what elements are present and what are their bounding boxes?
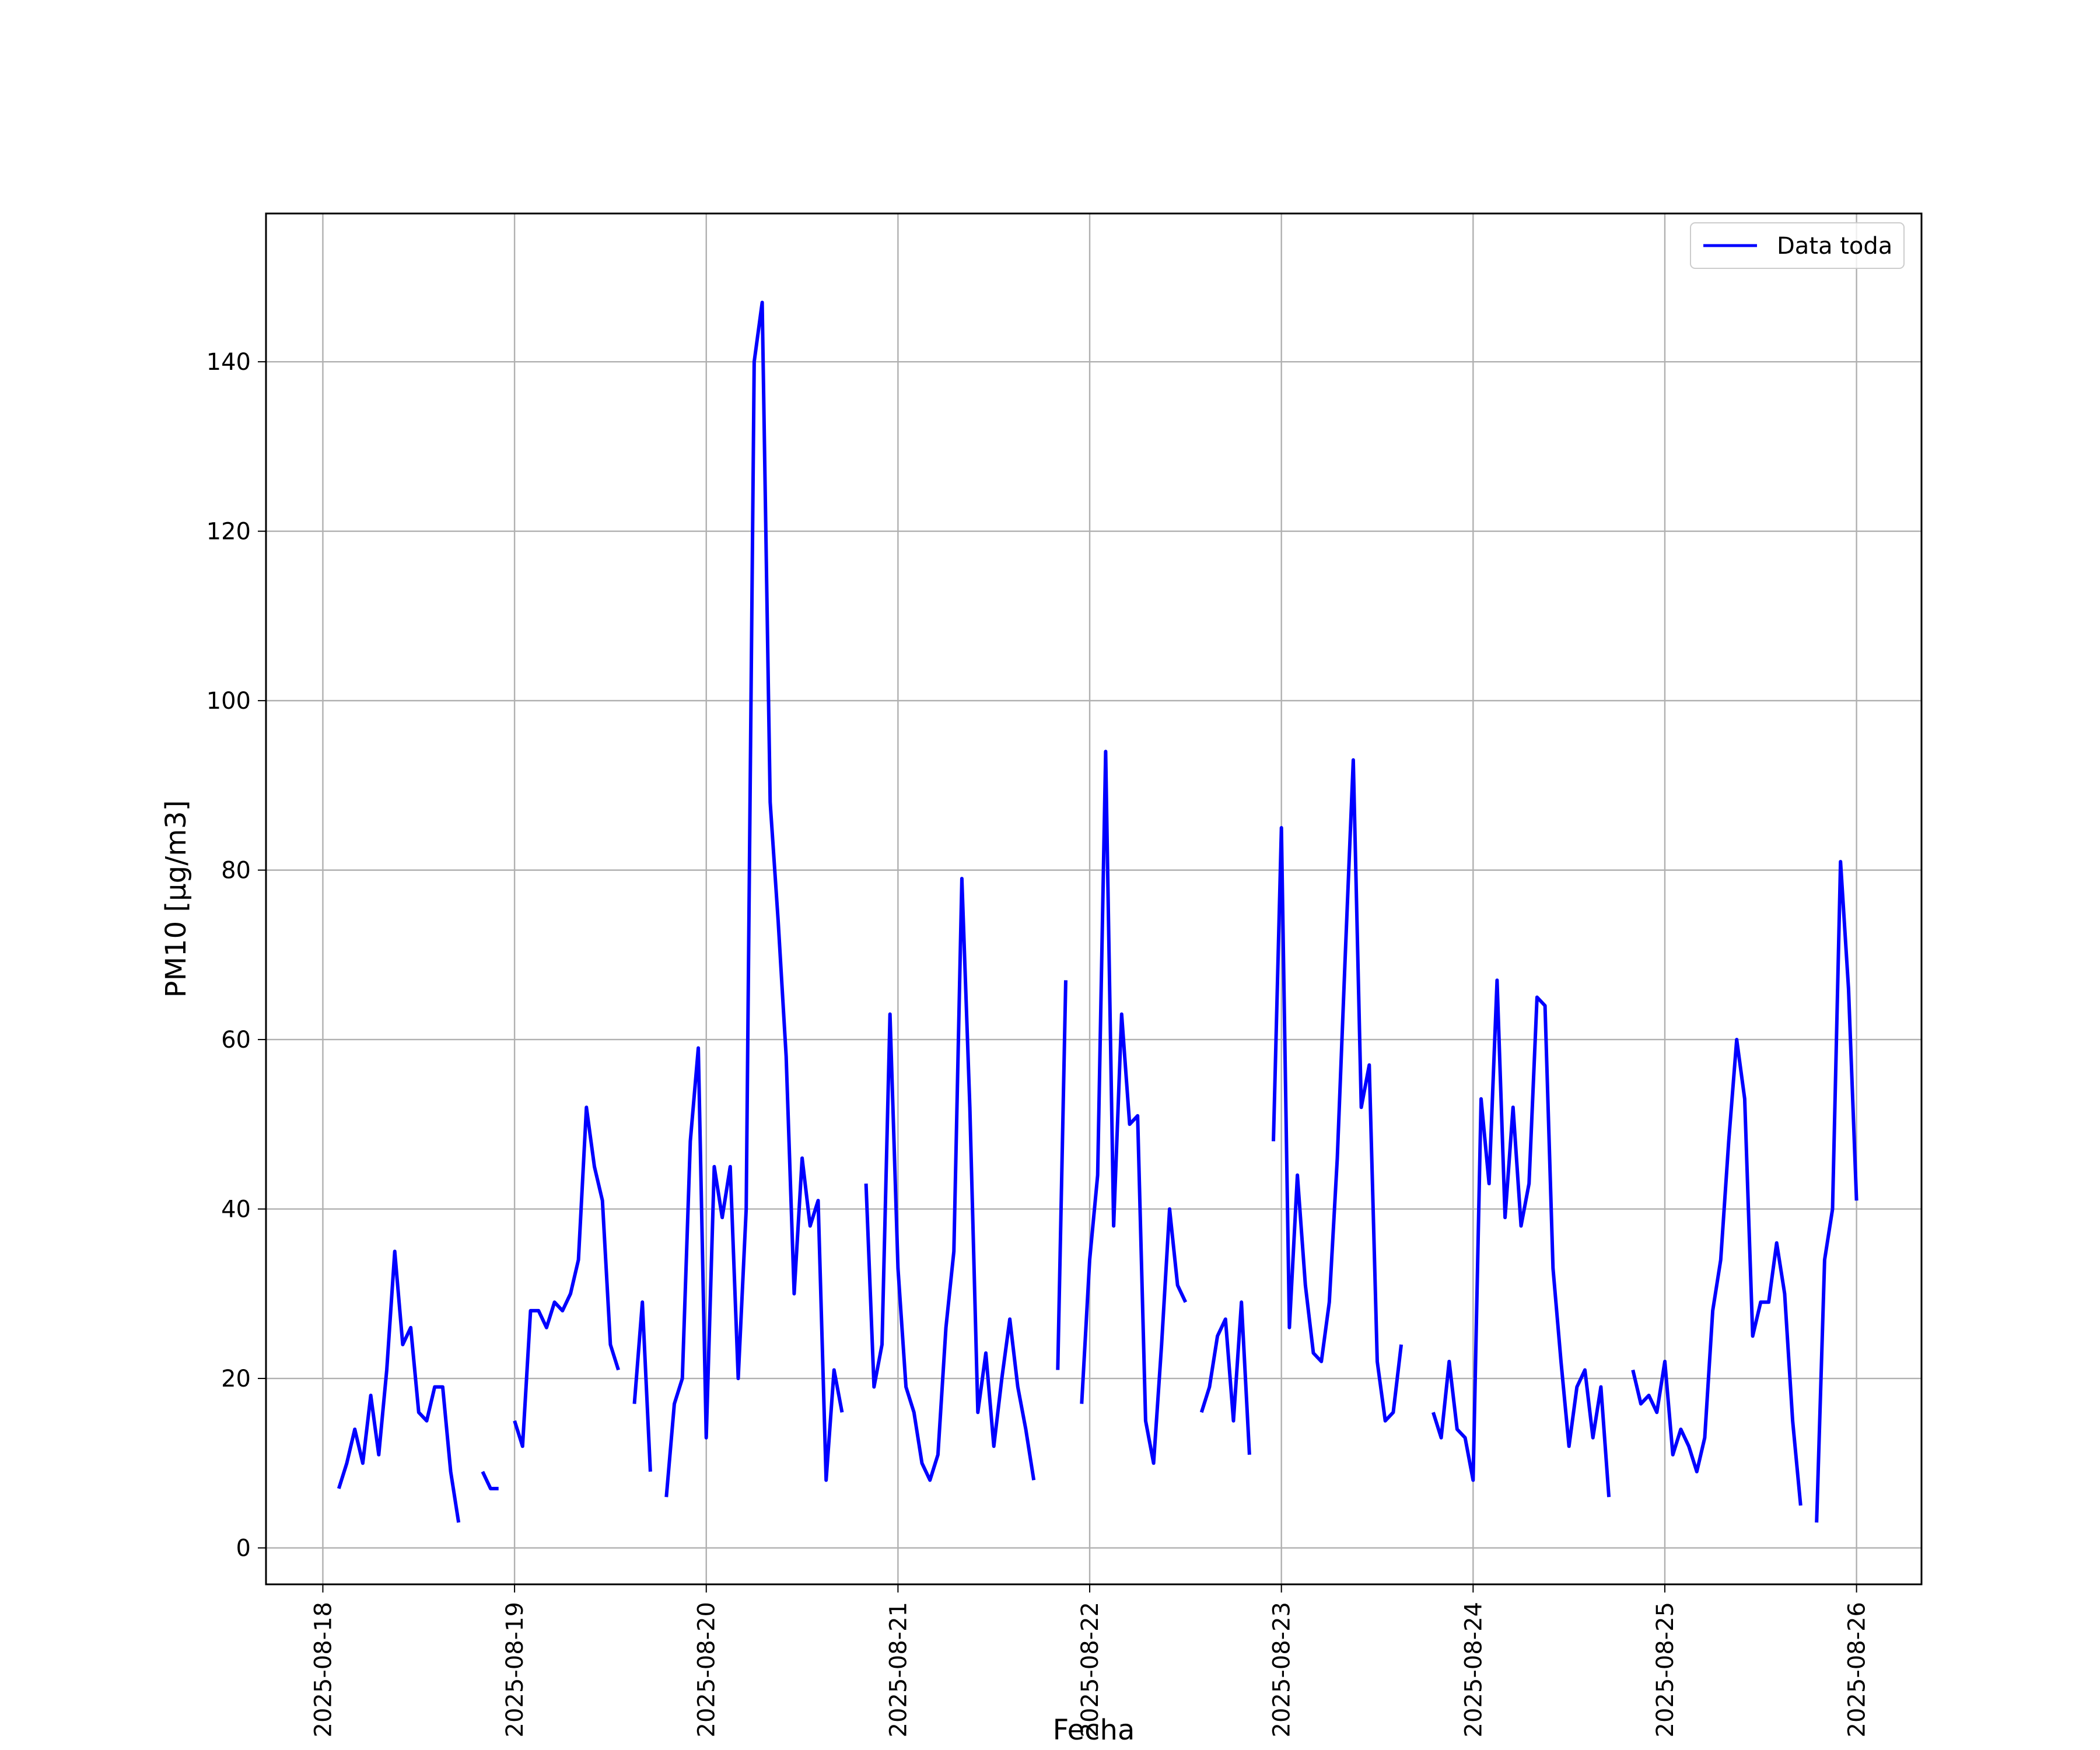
series-line-segment [1080, 750, 1188, 1465]
x-tick-label: 2025-08-26 [1844, 1602, 1871, 1737]
x-tick-label: 2025-08-18 [310, 1602, 337, 1737]
x-axis: 2025-08-18 2025-08-19 2025-08-20 2025-08-21… [310, 1584, 1871, 1737]
series-line-segment [513, 1105, 620, 1448]
x-tick-label: 2025-08-19 [502, 1602, 528, 1737]
x-tick-label: 2025-08-24 [1460, 1602, 1487, 1737]
y-tick-label: 120 [206, 519, 251, 545]
series-line-segment [1815, 860, 1859, 1523]
y-tick-label: 20 [221, 1366, 251, 1392]
series-line-segment [1631, 1038, 1803, 1506]
plot-frame [265, 212, 1923, 1586]
series-line-segment [1199, 1300, 1251, 1455]
series-line-segment [1056, 980, 1068, 1370]
series-line-segment [481, 1471, 499, 1490]
x-tick-label: 2025-08-25 [1652, 1602, 1679, 1737]
x-tick-label: 2025-08-20 [694, 1602, 720, 1737]
y-tick-label: 80 [221, 858, 251, 884]
y-tick-label: 60 [221, 1027, 251, 1054]
legend-label: Data toda [1777, 233, 1892, 260]
grid [266, 214, 1922, 1584]
series-line-segment [337, 1250, 461, 1523]
x-tick-label: 2025-08-22 [1077, 1602, 1104, 1737]
y-tick-label: 100 [206, 688, 251, 715]
x-axis-title: Fecha [1053, 1714, 1135, 1746]
series-layer [337, 300, 1859, 1523]
y-axis: 0 20 40 60 80 100 120 140 [206, 349, 266, 1562]
series-line-segment [632, 1300, 652, 1472]
series-line-segment [864, 877, 1036, 1482]
y-tick-label: 40 [221, 1196, 251, 1223]
y-axis-title: PM10 [μg/m3] [160, 800, 192, 998]
legend: Data toda [1690, 222, 1905, 269]
series-line-segment [1272, 758, 1404, 1423]
series-line-segment [664, 300, 844, 1497]
x-tick-label: 2025-08-21 [885, 1602, 912, 1737]
series-line-segment [1432, 978, 1611, 1497]
y-tick-label: 0 [236, 1535, 251, 1562]
legend-box [1690, 222, 1905, 269]
y-tick-label: 140 [206, 349, 251, 376]
x-tick-label: 2025-08-23 [1269, 1602, 1296, 1737]
